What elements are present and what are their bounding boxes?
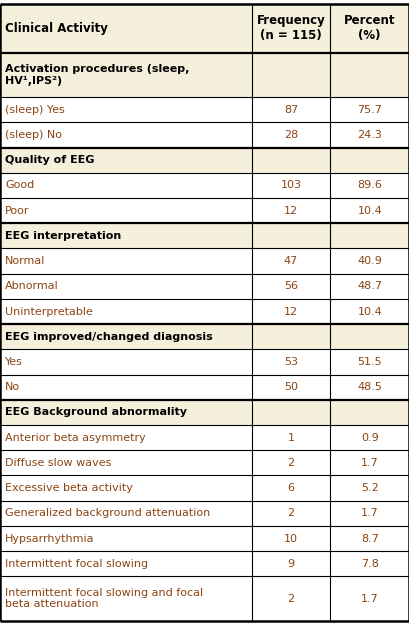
- Text: 10.4: 10.4: [357, 206, 382, 216]
- Text: Intermittent focal slowing: Intermittent focal slowing: [5, 559, 148, 569]
- Text: 89.6: 89.6: [357, 181, 382, 191]
- Text: Poor: Poor: [5, 206, 29, 216]
- Bar: [0, 324, 409, 349]
- Text: (sleep) No: (sleep) No: [5, 130, 62, 140]
- Bar: [0, 450, 409, 476]
- Bar: [0, 223, 409, 249]
- Text: Activation procedures (sleep,
HV¹,IPS²): Activation procedures (sleep, HV¹,IPS²): [5, 64, 189, 86]
- Bar: [0, 97, 409, 122]
- Text: 1: 1: [288, 432, 294, 442]
- Text: Hypsarrhythmia: Hypsarrhythmia: [5, 534, 94, 544]
- Text: Diffuse slow waves: Diffuse slow waves: [5, 458, 111, 468]
- Bar: [0, 52, 409, 97]
- Bar: [0, 249, 409, 274]
- Text: Anterior beta asymmetry: Anterior beta asymmetry: [5, 432, 146, 442]
- Bar: [0, 274, 409, 299]
- Text: 9: 9: [288, 559, 294, 569]
- Text: 0.9: 0.9: [361, 432, 379, 442]
- Text: 24.3: 24.3: [357, 130, 382, 140]
- Text: 10: 10: [284, 534, 298, 544]
- Text: 12: 12: [284, 206, 298, 216]
- Text: 10.4: 10.4: [357, 306, 382, 316]
- Bar: [0, 551, 409, 576]
- Text: 50: 50: [284, 382, 298, 392]
- Text: 8.7: 8.7: [361, 534, 379, 544]
- Text: No: No: [5, 382, 20, 392]
- Text: Uninterpretable: Uninterpretable: [5, 306, 93, 316]
- Text: Yes: Yes: [5, 357, 23, 367]
- Bar: [0, 374, 409, 400]
- Text: Percent
(%): Percent (%): [344, 14, 396, 42]
- Text: Normal: Normal: [5, 256, 45, 266]
- Text: 75.7: 75.7: [357, 105, 382, 115]
- Text: 12: 12: [284, 306, 298, 316]
- Text: 53: 53: [284, 357, 298, 367]
- Bar: [0, 349, 409, 374]
- Text: 87: 87: [284, 105, 298, 115]
- Text: 48.5: 48.5: [357, 382, 382, 392]
- Text: 40.9: 40.9: [357, 256, 382, 266]
- Bar: [0, 425, 409, 450]
- Bar: [0, 476, 409, 501]
- Text: 1.7: 1.7: [361, 458, 379, 468]
- Text: (sleep) Yes: (sleep) Yes: [5, 105, 65, 115]
- Text: Excessive beta activity: Excessive beta activity: [5, 483, 133, 493]
- Text: EEG interpretation: EEG interpretation: [5, 231, 121, 241]
- Text: 1.7: 1.7: [361, 594, 379, 604]
- Bar: [0, 576, 409, 621]
- Text: 2: 2: [288, 508, 294, 518]
- Bar: [0, 122, 409, 148]
- Text: 1.7: 1.7: [361, 508, 379, 518]
- Bar: [0, 198, 409, 223]
- Text: 2: 2: [288, 594, 294, 604]
- Text: 48.7: 48.7: [357, 281, 382, 291]
- Bar: [0, 526, 409, 551]
- Text: 5.2: 5.2: [361, 483, 379, 493]
- Text: Good: Good: [5, 181, 34, 191]
- Bar: [0, 400, 409, 425]
- Text: Clinical Activity: Clinical Activity: [5, 22, 108, 35]
- Bar: [0, 148, 409, 173]
- Text: EEG improved/changed diagnosis: EEG improved/changed diagnosis: [5, 332, 213, 342]
- Text: EEG Background abnormality: EEG Background abnormality: [5, 408, 187, 418]
- Text: Frequency
(n = 115): Frequency (n = 115): [256, 14, 326, 42]
- Bar: [0, 501, 409, 526]
- Text: 6: 6: [288, 483, 294, 493]
- Bar: [0, 299, 409, 324]
- Text: Generalized background attenuation: Generalized background attenuation: [5, 508, 210, 518]
- Text: 2: 2: [288, 458, 294, 468]
- Text: 56: 56: [284, 281, 298, 291]
- Text: 7.8: 7.8: [361, 559, 379, 569]
- Text: 28: 28: [284, 130, 298, 140]
- Text: 47: 47: [284, 256, 298, 266]
- Text: 51.5: 51.5: [357, 357, 382, 367]
- Bar: [0, 173, 409, 198]
- Text: Quality of EEG: Quality of EEG: [5, 155, 94, 165]
- Text: Intermittent focal slowing and focal
beta attenuation: Intermittent focal slowing and focal bet…: [5, 588, 203, 609]
- Bar: [0, 4, 409, 52]
- Text: Abnormal: Abnormal: [5, 281, 59, 291]
- Text: 103: 103: [281, 181, 301, 191]
